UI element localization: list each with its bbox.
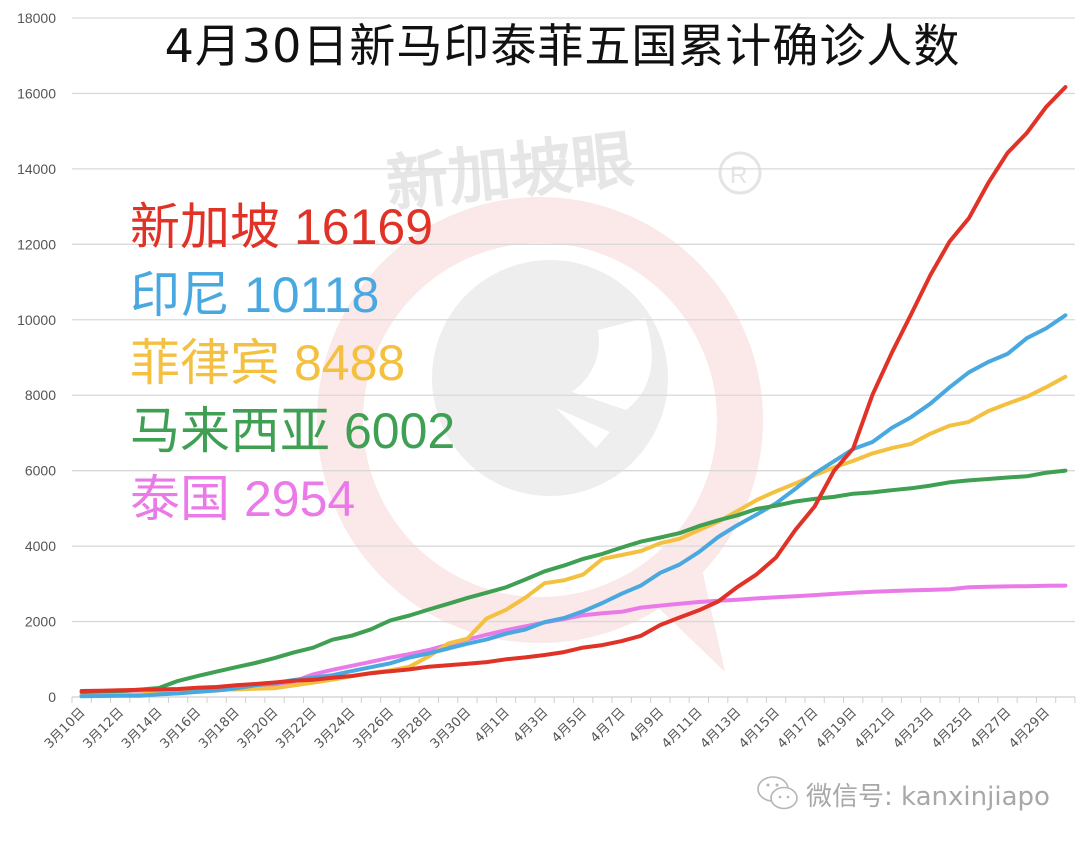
x-tick-label: 4月15日 bbox=[736, 705, 783, 752]
gridlines bbox=[72, 17, 1075, 698]
legend-value: 10118 bbox=[244, 267, 380, 323]
x-tick-label: 3月22日 bbox=[273, 705, 320, 752]
x-tick-label: 4月11日 bbox=[659, 705, 706, 752]
x-tick-label: 3月30日 bbox=[428, 705, 475, 752]
x-tick-label: 3月28日 bbox=[389, 705, 436, 752]
y-tick-label: 4000 bbox=[25, 538, 56, 554]
legend-value: 8488 bbox=[294, 335, 406, 391]
legend-label: 印尼 bbox=[130, 266, 230, 324]
x-tick-label: 4月29日 bbox=[1006, 705, 1053, 752]
x-tick-label: 3月24日 bbox=[312, 705, 359, 752]
watermark-logo: 新加坡眼 R bbox=[317, 122, 763, 672]
wechat-icon bbox=[757, 776, 798, 810]
legend-item-singapore: 新加坡 16169 bbox=[130, 193, 455, 261]
series-line-印尼 bbox=[79, 313, 1068, 699]
wechat-id: 微信号: kanxinjiapo bbox=[756, 774, 1050, 814]
x-tick-label: 4月5日 bbox=[549, 705, 590, 746]
x-tick-label: 4月25日 bbox=[929, 705, 976, 752]
y-tick-label: 18000 bbox=[17, 10, 56, 26]
x-tick-label: 4月23日 bbox=[891, 705, 938, 752]
legend-label: 泰国 bbox=[130, 470, 230, 528]
y-axis: 0 2000 4000 6000 8000 10000 12000 14000 16000 180… bbox=[17, 10, 56, 705]
x-tick-label: 3月26日 bbox=[351, 705, 398, 752]
legend-label: 新加坡 bbox=[130, 198, 280, 256]
x-tick-label: 3月12日 bbox=[81, 705, 128, 752]
chart-title: 4月30日新马印泰菲五国累计确诊人数 bbox=[164, 19, 961, 73]
series-line-马来西亚 bbox=[79, 468, 1068, 695]
legend-item-indonesia: 印尼 10118 bbox=[130, 261, 455, 329]
y-tick-label: 8000 bbox=[25, 387, 56, 403]
y-tick-label: 10000 bbox=[17, 312, 56, 328]
legend-item-philippines: 菲律宾 8488 bbox=[130, 329, 455, 397]
wechat-label: 微信号: kanxinjiapo bbox=[806, 781, 1050, 812]
y-tick-label: 2000 bbox=[25, 614, 56, 630]
y-tick-label: 12000 bbox=[17, 236, 56, 252]
y-tick-label: 14000 bbox=[17, 161, 56, 177]
x-tick-label: 4月19日 bbox=[813, 705, 860, 752]
x-axis: 3月10日3月12日3月14日3月16日3月18日3月20日3月22日3月24日… bbox=[42, 697, 1076, 752]
x-tick-label: 3月20日 bbox=[235, 705, 282, 752]
legend-label: 马来西亚 bbox=[130, 402, 330, 460]
legend-item-malaysia: 马来西亚 6002 bbox=[130, 397, 455, 465]
y-tick-label: 6000 bbox=[25, 463, 56, 479]
x-tick-label: 4月17日 bbox=[775, 705, 822, 752]
data-lines bbox=[79, 85, 1068, 699]
x-tick-label: 4月13日 bbox=[698, 705, 745, 752]
x-tick-label: 4月3日 bbox=[511, 705, 552, 746]
legend-value: 16169 bbox=[294, 199, 434, 255]
svg-text:R: R bbox=[730, 162, 747, 189]
x-tick-label: 3月18日 bbox=[196, 705, 243, 752]
series-line-新加坡 bbox=[79, 85, 1068, 693]
legend-value: 2954 bbox=[244, 471, 356, 527]
legend-label: 菲律宾 bbox=[130, 334, 280, 392]
x-tick-label: 4月27日 bbox=[968, 705, 1015, 752]
series-line-菲律宾 bbox=[79, 374, 1068, 698]
legend: 新加坡 16169 印尼 10118 菲律宾 8488 马来西亚 6002 泰国 2954 bbox=[130, 193, 455, 533]
x-tick-label: 4月1日 bbox=[472, 705, 513, 746]
x-tick-label: 4月21日 bbox=[852, 705, 899, 752]
x-tick-label: 3月10日 bbox=[42, 705, 89, 752]
y-tick-label: 0 bbox=[48, 689, 56, 705]
y-tick-label: 16000 bbox=[17, 85, 56, 101]
x-tick-label: 3月14日 bbox=[119, 705, 166, 752]
x-tick-label: 3月16日 bbox=[158, 705, 205, 752]
legend-item-thailand: 泰国 2954 bbox=[130, 465, 455, 533]
legend-value: 6002 bbox=[344, 403, 456, 459]
x-tick-label: 4月7日 bbox=[588, 705, 629, 746]
